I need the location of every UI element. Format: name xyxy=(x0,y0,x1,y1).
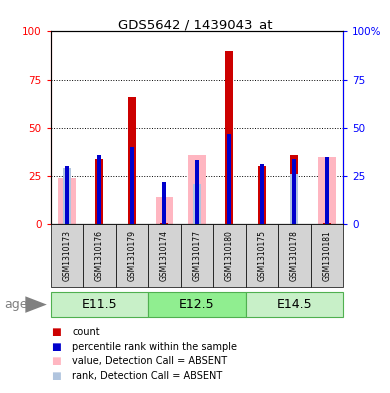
Bar xyxy=(291,155,298,224)
Bar xyxy=(116,224,148,287)
Text: rank, Detection Call = ABSENT: rank, Detection Call = ABSENT xyxy=(72,371,222,381)
Bar xyxy=(195,160,199,224)
Bar xyxy=(181,224,213,287)
Bar xyxy=(225,51,234,224)
Bar xyxy=(278,224,311,287)
Text: GDS5642 / 1439043_at: GDS5642 / 1439043_at xyxy=(118,18,272,31)
Text: ■: ■ xyxy=(51,371,60,381)
Bar xyxy=(83,224,116,287)
Bar xyxy=(148,292,246,317)
Text: age: age xyxy=(4,298,27,311)
Text: value, Detection Call = ABSENT: value, Detection Call = ABSENT xyxy=(72,356,227,366)
Bar xyxy=(291,174,298,224)
Bar xyxy=(163,182,167,224)
Text: GSM1310180: GSM1310180 xyxy=(225,230,234,281)
Polygon shape xyxy=(25,296,47,313)
Bar xyxy=(148,224,181,287)
Bar xyxy=(193,223,201,224)
Bar xyxy=(188,155,206,224)
Text: GSM1310173: GSM1310173 xyxy=(62,230,71,281)
Text: ■: ■ xyxy=(51,327,60,337)
Bar xyxy=(193,184,201,224)
Bar xyxy=(323,223,331,224)
Bar xyxy=(227,134,231,224)
Bar xyxy=(130,147,134,224)
Bar xyxy=(318,156,336,224)
Bar xyxy=(128,97,136,224)
Text: ■: ■ xyxy=(51,356,60,366)
Bar xyxy=(246,292,343,317)
Bar xyxy=(63,223,71,224)
Text: GSM1310179: GSM1310179 xyxy=(128,230,136,281)
Bar xyxy=(98,155,101,224)
Bar xyxy=(51,292,148,317)
Text: E12.5: E12.5 xyxy=(179,298,215,311)
Text: E11.5: E11.5 xyxy=(82,298,117,311)
Text: GSM1310175: GSM1310175 xyxy=(257,230,266,281)
Bar xyxy=(260,164,264,224)
Bar xyxy=(51,224,83,287)
Text: E14.5: E14.5 xyxy=(277,298,312,311)
Text: GSM1310181: GSM1310181 xyxy=(323,230,332,281)
Bar xyxy=(258,166,266,224)
Text: percentile rank within the sample: percentile rank within the sample xyxy=(72,342,237,352)
Bar xyxy=(63,168,71,224)
Bar xyxy=(246,224,278,287)
Bar xyxy=(58,178,76,224)
Bar xyxy=(213,224,246,287)
Bar xyxy=(311,224,343,287)
Bar xyxy=(156,197,174,224)
Bar xyxy=(96,158,103,224)
Bar xyxy=(325,156,329,224)
Text: GSM1310178: GSM1310178 xyxy=(290,230,299,281)
Bar xyxy=(160,223,168,224)
Bar xyxy=(65,166,69,224)
Text: ■: ■ xyxy=(51,342,60,352)
Text: GSM1310174: GSM1310174 xyxy=(160,230,169,281)
Text: GSM1310176: GSM1310176 xyxy=(95,230,104,281)
Text: GSM1310177: GSM1310177 xyxy=(192,230,202,281)
Text: count: count xyxy=(72,327,100,337)
Bar xyxy=(292,158,296,224)
